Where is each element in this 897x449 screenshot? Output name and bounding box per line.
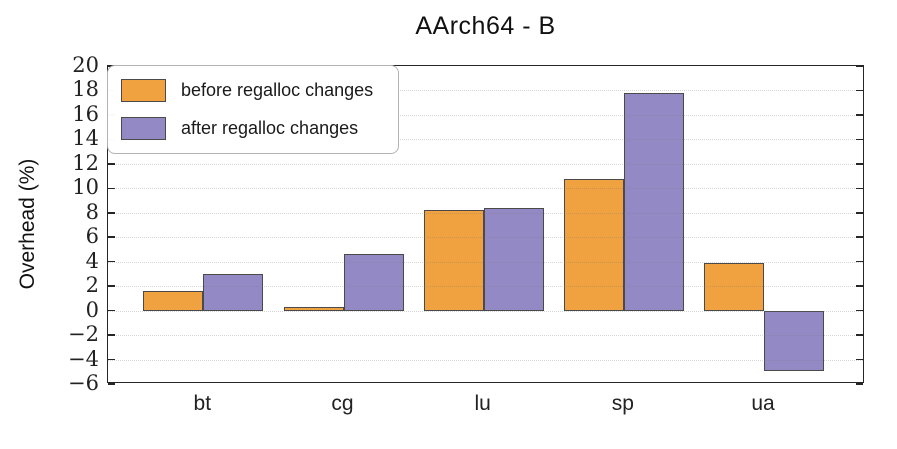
right-y-tick-mark-4 xyxy=(856,260,863,263)
gridline-y--4 xyxy=(108,359,863,361)
right-y-tick-mark--4 xyxy=(856,358,863,361)
x-tick-label-cg: cg xyxy=(331,392,354,415)
left-y-tick-mark-2 xyxy=(108,285,115,287)
gridline-y-12 xyxy=(108,163,863,165)
gridline-y-18 xyxy=(108,90,863,92)
legend: before regalloc changes after regalloc c… xyxy=(107,65,399,154)
gridline-y-16 xyxy=(108,114,863,116)
left-y-tick-mark-6 xyxy=(108,236,115,239)
gridline-y-4 xyxy=(108,261,863,263)
bar-before-lu xyxy=(423,210,484,311)
right-y-tick-mark-18 xyxy=(856,89,863,92)
gridline-y-10 xyxy=(108,188,863,190)
right-y-tick-mark-20 xyxy=(856,65,863,67)
right-y-tick-mark--6 xyxy=(856,383,863,385)
y-tick-label-8: 8 xyxy=(85,199,99,224)
left-y-tick-mark--6 xyxy=(108,383,115,385)
left-y-tick-mark-12 xyxy=(108,163,115,165)
bars-layer xyxy=(108,66,863,382)
gridline-y-8 xyxy=(108,212,863,214)
left-y-tick-mark-4 xyxy=(108,260,115,263)
bar-after-cg xyxy=(343,254,404,311)
y-tick-label-12: 12 xyxy=(72,150,99,175)
left-y-tick-mark--4 xyxy=(108,358,115,361)
right-y-tick-mark-12 xyxy=(856,163,863,165)
right-y-tick-mark-0 xyxy=(856,309,863,312)
chart-title: AArch64 - B xyxy=(415,12,556,40)
y-tick-label--4: −4 xyxy=(68,346,99,371)
bar-after-lu xyxy=(483,207,544,311)
y-tick-label-20: 20 xyxy=(72,53,99,77)
y-tick-label-6: 6 xyxy=(85,224,99,249)
y-tick-label-0: 0 xyxy=(85,297,99,322)
y-tick-label-2: 2 xyxy=(85,273,99,298)
plot-area: before regalloc changes after regalloc c… xyxy=(107,65,864,385)
left-y-tick-mark--2 xyxy=(108,334,115,336)
gridline-y--2 xyxy=(108,335,863,337)
y-tick-label-18: 18 xyxy=(72,77,99,102)
legend-swatch-before xyxy=(121,79,166,102)
right-y-tick-mark-16 xyxy=(856,114,863,116)
left-y-tick-mark-0 xyxy=(108,309,115,312)
y-tick-label-4: 4 xyxy=(85,248,99,273)
left-y-tick-mark-8 xyxy=(108,211,115,214)
right-y-tick-mark-10 xyxy=(856,187,863,190)
right-y-tick-mark-8 xyxy=(856,211,863,214)
bar-after-sp xyxy=(623,92,684,311)
legend-item-before: before regalloc changes xyxy=(121,79,384,102)
legend-swatch-after xyxy=(121,117,166,140)
right-y-tick-mark-2 xyxy=(856,285,863,287)
bar-after-bt xyxy=(203,273,264,311)
x-tick-label-ua: ua xyxy=(751,392,775,415)
bar-before-sp xyxy=(563,178,624,311)
gridline-y-14 xyxy=(108,139,863,141)
right-y-tick-mark-6 xyxy=(856,236,863,239)
right-y-tick-mark--2 xyxy=(856,334,863,336)
gridline-y-6 xyxy=(108,237,863,239)
legend-label-after: after regalloc changes xyxy=(181,118,359,138)
y-tick-label-16: 16 xyxy=(72,101,99,126)
legend-item-after: after regalloc changes xyxy=(121,117,384,140)
y-tick-label-10: 10 xyxy=(72,175,99,200)
y-tick-label-14: 14 xyxy=(72,126,99,151)
bar-after-ua xyxy=(764,310,825,371)
bar-before-ua xyxy=(704,262,765,311)
x-tick-label-lu: lu xyxy=(474,392,491,415)
y-tick-label--6: −6 xyxy=(68,371,99,395)
bar-before-cg xyxy=(283,306,344,311)
legend-label-before: before regalloc changes xyxy=(181,80,374,100)
grid-layer xyxy=(108,66,863,382)
y-tick-label--2: −2 xyxy=(68,322,99,347)
left-y-tick-mark-10 xyxy=(108,187,115,190)
x-tick-label-bt: bt xyxy=(193,392,212,415)
right-y-tick-mark-14 xyxy=(856,138,863,141)
gridline-y-2 xyxy=(108,286,863,288)
gridline-y-0 xyxy=(108,310,863,312)
bar-before-bt xyxy=(143,291,204,311)
x-tick-label-sp: sp xyxy=(611,392,634,415)
